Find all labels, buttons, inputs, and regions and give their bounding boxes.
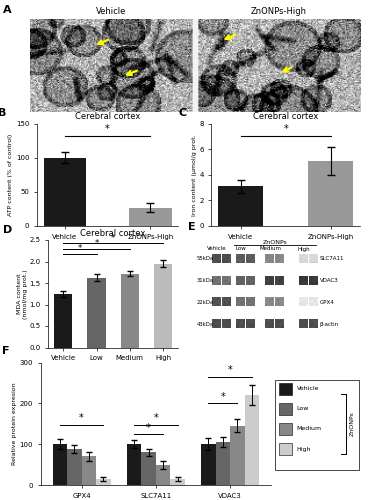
Bar bbox=[53, 444, 67, 485]
Bar bbox=[218, 186, 263, 226]
Bar bbox=[54, 294, 72, 348]
Text: ZnONPs: ZnONPs bbox=[263, 240, 288, 244]
Bar bbox=[279, 403, 292, 415]
Title: Cerebral cortex: Cerebral cortex bbox=[75, 112, 140, 122]
Y-axis label: MDA content
(nmol/mg prot.): MDA content (nmol/mg prot.) bbox=[17, 269, 28, 318]
Text: Vehicle: Vehicle bbox=[297, 386, 319, 392]
Bar bbox=[230, 426, 244, 485]
Bar bbox=[43, 158, 86, 226]
Y-axis label: Relative protein expresion: Relative protein expresion bbox=[12, 382, 17, 465]
Text: F: F bbox=[2, 346, 9, 356]
Text: *: * bbox=[111, 234, 115, 242]
Text: ZnONPs-High: ZnONPs-High bbox=[251, 7, 307, 16]
Text: SLC7A11: SLC7A11 bbox=[319, 256, 344, 261]
Text: *: * bbox=[94, 238, 99, 248]
Bar bbox=[201, 444, 216, 485]
Text: Medium: Medium bbox=[297, 426, 322, 432]
Text: β-actin: β-actin bbox=[319, 322, 339, 326]
Text: VDAC3: VDAC3 bbox=[319, 278, 338, 283]
Text: A: A bbox=[3, 5, 12, 15]
Bar bbox=[279, 423, 292, 435]
Text: D: D bbox=[3, 224, 12, 234]
Bar bbox=[279, 443, 292, 455]
Text: *: * bbox=[220, 392, 225, 402]
Text: C: C bbox=[179, 108, 187, 118]
Bar bbox=[279, 383, 292, 395]
Text: *: * bbox=[79, 414, 84, 424]
Bar bbox=[129, 208, 172, 226]
Y-axis label: Iron content (μmol/g prot.: Iron content (μmol/g prot. bbox=[191, 134, 197, 216]
Bar bbox=[121, 274, 139, 347]
X-axis label: ZnONPs: ZnONPs bbox=[99, 366, 127, 372]
Bar bbox=[156, 464, 170, 485]
Text: *: * bbox=[146, 422, 151, 432]
Text: GPX4: GPX4 bbox=[319, 300, 334, 304]
Text: High: High bbox=[298, 246, 311, 252]
Text: 43kDa: 43kDa bbox=[197, 322, 214, 326]
Text: Vehicle: Vehicle bbox=[96, 7, 126, 16]
Text: B: B bbox=[0, 108, 6, 118]
Text: *: * bbox=[105, 124, 110, 134]
Text: Low: Low bbox=[297, 406, 309, 412]
Text: *: * bbox=[154, 414, 158, 424]
Text: *: * bbox=[78, 244, 82, 253]
Text: Low: Low bbox=[236, 246, 246, 252]
Bar bbox=[67, 449, 82, 485]
Text: 55kDa: 55kDa bbox=[197, 256, 214, 261]
Bar bbox=[308, 160, 353, 226]
Text: 31kDa: 31kDa bbox=[197, 278, 214, 283]
Text: 22kDa: 22kDa bbox=[197, 300, 214, 304]
Text: ZnONPs: ZnONPs bbox=[350, 412, 355, 436]
Bar bbox=[170, 479, 185, 485]
Bar bbox=[216, 442, 230, 485]
Title: Cerebral cortex: Cerebral cortex bbox=[253, 112, 318, 122]
Text: *: * bbox=[283, 124, 288, 134]
Bar bbox=[244, 395, 259, 485]
Bar bbox=[141, 452, 156, 485]
Text: *: * bbox=[228, 365, 233, 375]
Y-axis label: ATP content (% of control): ATP content (% of control) bbox=[8, 134, 13, 216]
Bar bbox=[154, 264, 172, 347]
Text: Vehicle: Vehicle bbox=[207, 246, 227, 252]
Title: Cerebral cortex: Cerebral cortex bbox=[81, 229, 146, 238]
Bar bbox=[96, 479, 111, 485]
Text: High: High bbox=[297, 446, 311, 452]
Bar bbox=[127, 444, 141, 485]
Text: Medium: Medium bbox=[259, 246, 281, 252]
Text: E: E bbox=[188, 222, 196, 232]
Bar bbox=[82, 456, 96, 485]
Bar bbox=[88, 278, 106, 347]
